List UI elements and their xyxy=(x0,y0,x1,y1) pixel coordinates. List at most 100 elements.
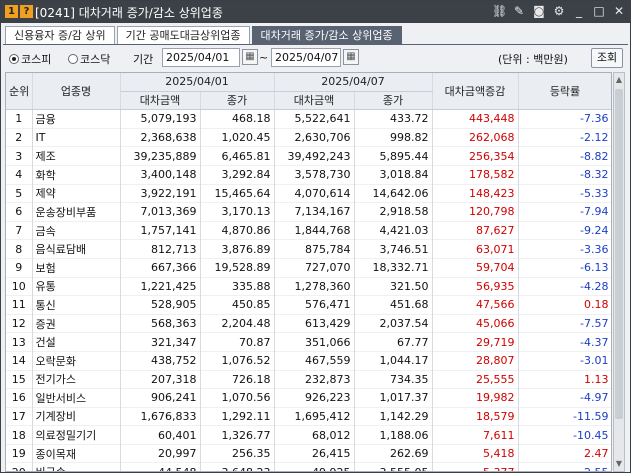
cell-rate: -3.01 xyxy=(518,351,611,370)
cell-close-date2: 67.77 xyxy=(354,332,433,352)
link-icon[interactable]: ⛓ xyxy=(492,4,508,18)
col-rate[interactable]: 등락률 xyxy=(518,73,611,111)
table-row[interactable]: 16 일반서비스 906,241 1,070.56 926,223 1,017.37 19,… xyxy=(6,388,611,408)
cell-loan-amount-date2: 926,223 xyxy=(274,388,355,408)
table-row[interactable]: 18 의료정밀기기 60,401 1,326.77 68,012 1,188.06 7,61… xyxy=(6,425,611,445)
cell-rate: -11.59 xyxy=(518,407,611,426)
radio-kosdaq[interactable]: 코스닥 xyxy=(68,51,110,67)
table-row[interactable]: 7 금속 1,757,141 4,870.86 1,844,768 4,421.03 87,… xyxy=(6,221,611,240)
tab-stock-lending[interactable]: 대차거래 증가/감소 상위업종 xyxy=(251,26,402,44)
cell-loan-amount-date2: 1,278,360 xyxy=(274,277,355,296)
window-title: [0241] 대차거래 증가/감소 상위업종 xyxy=(35,6,223,20)
cell-close-date2: 734.35 xyxy=(354,370,433,389)
cell-loan-amount-date1: 44,548 xyxy=(120,462,201,471)
cell-loan-change: 148,423 xyxy=(432,184,519,203)
cell-sector: 오락문화 xyxy=(32,351,121,370)
cell-rate: -4.28 xyxy=(518,277,611,296)
cell-loan-amount-date2: 26,415 xyxy=(274,444,355,463)
cell-loan-amount-date1: 2,368,638 xyxy=(120,128,201,147)
cell-close-date1: 3,170.13 xyxy=(200,202,275,222)
cell-close-date1: 3,292.84 xyxy=(200,165,275,185)
col-loan-amount-date2[interactable]: 대차금액 xyxy=(274,91,355,111)
table-row[interactable]: 15 전기가스 207,318 726.18 232,873 734.35 25,555 1.… xyxy=(6,370,611,389)
col-close-date2[interactable]: 종가 xyxy=(354,91,433,111)
table-row[interactable]: 6 운송장비부품 7,013,369 3,170.13 7,134,167 2,918.5… xyxy=(6,202,611,222)
cell-loan-amount-date1: 906,241 xyxy=(120,388,201,408)
cell-close-date2: 2,037.54 xyxy=(354,314,433,333)
scroll-thumb[interactable] xyxy=(615,89,623,419)
minimize-icon[interactable]: _ xyxy=(576,4,582,18)
cell-sector: 기계장비 xyxy=(32,407,121,426)
cell-loan-change: 256,354 xyxy=(432,146,519,166)
sector-table: 순위 업종명 2025/04/01 2025/04/07 대차금액증감 등락률 … xyxy=(5,72,612,472)
table-row[interactable]: 13 건설 321,347 70.87 351,066 67.77 29,719 -4.37 xyxy=(6,332,611,352)
cell-sector: 화학 xyxy=(32,165,121,185)
radio-kospi[interactable]: 코스피 xyxy=(9,51,51,67)
calendar-icon[interactable]: ▦ xyxy=(343,49,359,65)
settings-icon[interactable]: ⚙ xyxy=(553,4,565,18)
col-sector[interactable]: 업종명 xyxy=(32,73,121,111)
table-row[interactable]: 10 유통 1,221,425 335.88 1,278,360 321.50 56,935… xyxy=(6,277,611,296)
close-icon[interactable]: ✕ xyxy=(613,4,625,18)
cell-rank: 3 xyxy=(6,146,33,166)
table-row[interactable]: 4 화학 3,400,148 3,292.84 3,578,730 3,018.84 178… xyxy=(6,165,611,185)
cell-rate: -10.45 xyxy=(518,425,611,445)
cell-close-date2: 4,421.03 xyxy=(354,221,433,240)
table-row[interactable]: 1 금융 5,079,193 468.18 5,522,641 433.72 443,448… xyxy=(6,109,611,129)
table-row[interactable]: 20비금속44,5483,648.2349,9253,555.055,377-2… xyxy=(6,462,611,471)
calendar-icon[interactable]: ▦ xyxy=(242,49,258,65)
scroll-up-icon[interactable]: ▲ xyxy=(615,75,623,84)
table-row[interactable]: 12 증권 568,363 2,204.48 613,429 2,037.54 45,066… xyxy=(6,314,611,333)
search-button[interactable]: 조회 xyxy=(591,48,623,68)
maximize-icon[interactable]: □ xyxy=(593,4,605,18)
table-row[interactable]: 3 제조 39,235,889 6,465.81 39,492,243 5,895.44 2… xyxy=(6,146,611,166)
tab-short-sale[interactable]: 기간 공매도대금상위업종 xyxy=(116,26,250,44)
cell-rank: 8 xyxy=(6,239,33,259)
cell-loan-change: 63,071 xyxy=(432,239,519,259)
table-row[interactable]: 5 제약 3,922,191 15,465.64 4,070,614 14,642.06 1… xyxy=(6,184,611,203)
screen-number-badge[interactable]: 1 xyxy=(5,5,18,18)
table-row[interactable]: 9 보험 667,366 19,528.89 727,070 18,332.71 59,70… xyxy=(6,258,611,278)
cell-close-date2: 321.50 xyxy=(354,277,433,296)
camera-icon[interactable]: ◙ xyxy=(533,4,545,18)
cell-rate: -2.55 xyxy=(518,462,611,471)
col-close-date1[interactable]: 종가 xyxy=(200,91,275,111)
radio-kospi-dot[interactable] xyxy=(9,54,19,64)
table-row[interactable]: 8 음식료담배 812,713 3,876.89 875,784 3,746.51 63,0… xyxy=(6,239,611,259)
cell-loan-amount-date2: 5,522,641 xyxy=(274,109,355,129)
cell-loan-amount-date2: 68,012 xyxy=(274,425,355,445)
col-loan-change[interactable]: 대차금액증감 xyxy=(432,73,519,111)
table-row[interactable]: 2 IT 2,368,638 1,020.45 2,630,706 998.82 262,0… xyxy=(6,128,611,147)
col-rank[interactable]: 순위 xyxy=(6,73,33,111)
table-row[interactable]: 14 오락문화 438,752 1,076.52 467,559 1,044.17 28,8… xyxy=(6,351,611,370)
cell-close-date1: 335.88 xyxy=(200,277,275,296)
cell-sector: 제약 xyxy=(32,184,121,203)
scroll-down-icon[interactable]: ▼ xyxy=(615,459,623,468)
cell-loan-change: 178,582 xyxy=(432,165,519,185)
memo-icon[interactable]: ✎ xyxy=(513,4,525,18)
cell-sector: IT xyxy=(32,128,121,147)
col-loan-amount-date1[interactable]: 대차금액 xyxy=(120,91,201,111)
cell-loan-amount-date1: 1,757,141 xyxy=(120,221,201,240)
vertical-scrollbar[interactable]: ▲ ▼ xyxy=(613,72,625,472)
end-date-input[interactable]: 2025/04/07 xyxy=(271,48,341,67)
start-date-input[interactable]: 2025/04/01 xyxy=(162,48,240,67)
table-row[interactable]: 17 기계장비 1,676,833 1,292.11 1,695,412 1,142.29… xyxy=(6,407,611,426)
table-row[interactable]: 11 통신 528,905 450.85 576,471 451.68 47,566 0.18 xyxy=(6,295,611,315)
cell-loan-amount-date1: 3,400,148 xyxy=(120,165,201,185)
radio-kosdaq-dot[interactable] xyxy=(68,54,78,64)
cell-loan-change: 29,719 xyxy=(432,332,519,352)
tab-margin-loan[interactable]: 신용융자 증/감 상위 xyxy=(5,26,115,44)
help-icon[interactable]: ? xyxy=(20,5,33,18)
cell-loan-amount-date2: 576,471 xyxy=(274,295,355,315)
cell-rate: -6.13 xyxy=(518,258,611,278)
cell-close-date1: 3,648.23 xyxy=(200,462,275,471)
cell-rate: -8.32 xyxy=(518,165,611,185)
table-row[interactable]: 19 종이목재 20,997 256.35 26,415 262.69 5,418 2.47 xyxy=(6,444,611,463)
cell-sector: 제조 xyxy=(32,146,121,166)
cell-loan-change: 262,068 xyxy=(432,128,519,147)
cell-close-date1: 19,528.89 xyxy=(200,258,275,278)
cell-rate: 1.13 xyxy=(518,370,611,389)
cell-loan-amount-date1: 321,347 xyxy=(120,332,201,352)
cell-sector: 증권 xyxy=(32,314,121,333)
